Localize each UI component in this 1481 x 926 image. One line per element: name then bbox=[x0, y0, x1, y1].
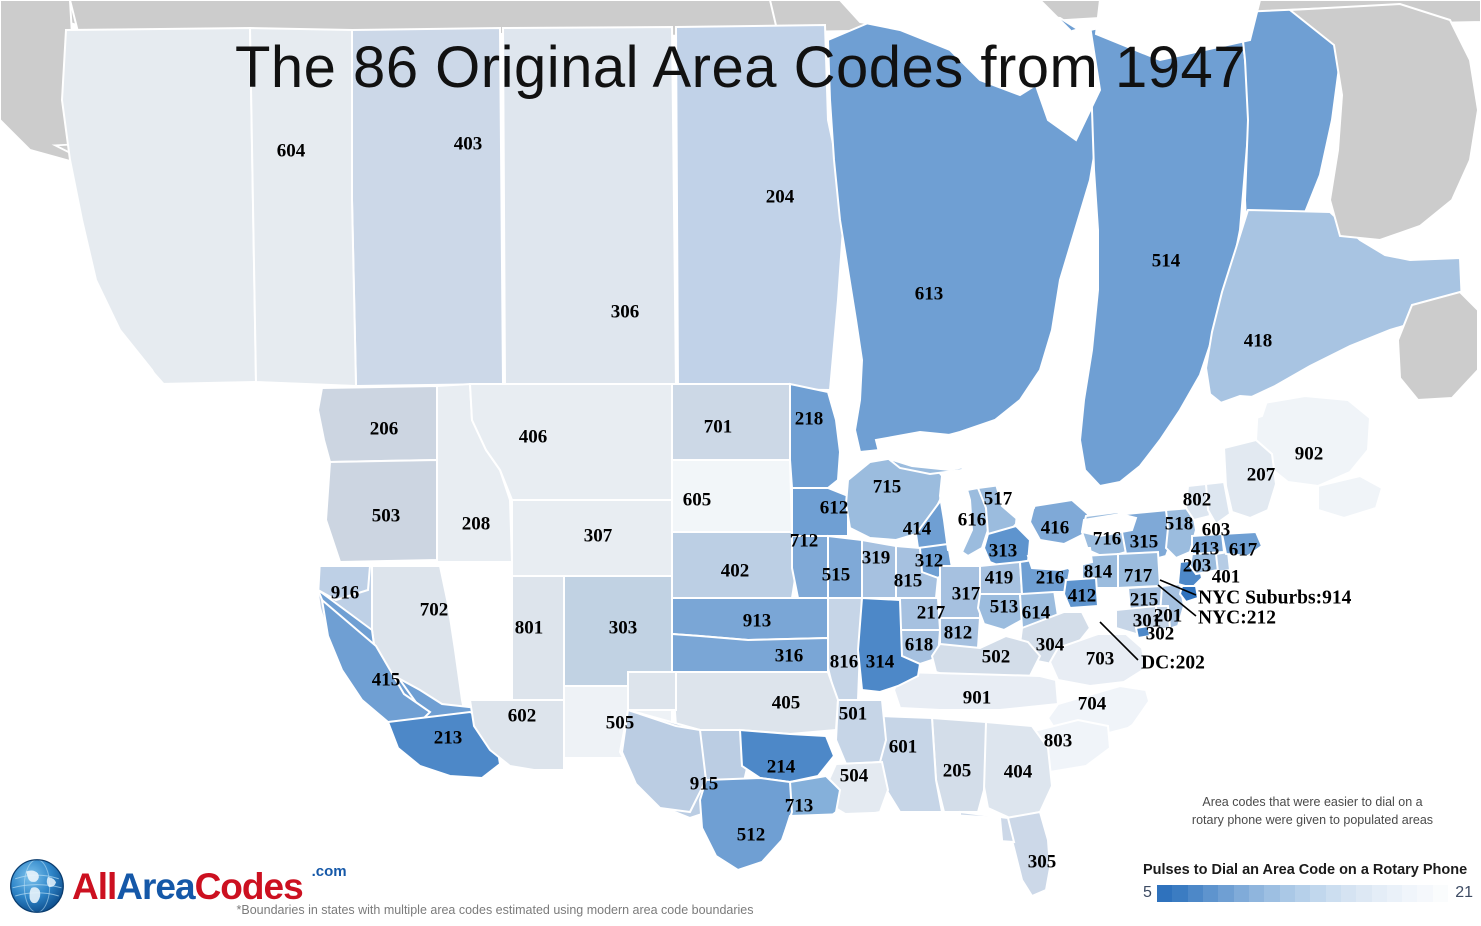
footnote: *Boundaries in states with multiple area… bbox=[236, 903, 754, 917]
region-403 bbox=[351, 26, 505, 388]
legend-swatch-17 bbox=[1417, 884, 1433, 902]
region-203 bbox=[1188, 550, 1220, 576]
region-413 bbox=[1191, 532, 1226, 556]
water-hudson-strait bbox=[1094, 0, 1262, 62]
water-hudson-bay bbox=[838, 0, 1072, 97]
legend-swatch-18 bbox=[1432, 884, 1449, 902]
region-305 bbox=[1004, 810, 1052, 898]
legend-swatch-9 bbox=[1294, 884, 1311, 902]
region-306 bbox=[501, 25, 678, 390]
region-902-ns bbox=[1317, 474, 1384, 520]
region-512 bbox=[698, 776, 794, 872]
water-james-bay bbox=[1032, 24, 1102, 142]
region-217 bbox=[894, 597, 942, 631]
legend-swatch-1 bbox=[1172, 884, 1188, 902]
legend-swatch-16 bbox=[1402, 884, 1418, 902]
globe-icon bbox=[10, 859, 64, 913]
region-617 bbox=[1220, 530, 1264, 558]
legend-swatch-12 bbox=[1340, 884, 1357, 902]
region-202 bbox=[1134, 624, 1152, 640]
region-717 bbox=[1117, 550, 1162, 590]
water-atlantic bbox=[1058, 658, 1481, 926]
legend-swatch-13 bbox=[1356, 884, 1372, 902]
region-412 bbox=[1062, 576, 1100, 610]
water-pacific bbox=[0, 198, 322, 926]
region-604-east bbox=[248, 26, 358, 388]
region-513 bbox=[976, 593, 1024, 632]
region-307 bbox=[511, 499, 673, 577]
region-317 bbox=[939, 565, 981, 619]
water-lake-erie bbox=[1026, 547, 1094, 572]
water-georgian-bay bbox=[1010, 444, 1054, 480]
region-416 bbox=[1028, 498, 1090, 546]
region-503 bbox=[324, 458, 438, 564]
region-206 bbox=[316, 384, 438, 464]
legend-note-line1: Area codes that were easier to dial on a bbox=[1202, 795, 1423, 809]
legend-title: Pulses to Dial an Area Code on a Rotary … bbox=[1143, 862, 1468, 878]
region-labrador-gray bbox=[1287, 2, 1480, 242]
legend-swatch-15 bbox=[1386, 884, 1403, 902]
region-901 bbox=[892, 670, 1060, 711]
legend-swatch-8 bbox=[1279, 884, 1295, 902]
legend-swatch-6 bbox=[1248, 884, 1265, 902]
logo-all: All bbox=[72, 865, 117, 907]
water-gulf-of-mexico bbox=[768, 810, 1012, 926]
water-lake-superior bbox=[874, 430, 992, 472]
region-603 bbox=[1204, 480, 1232, 526]
region-303 bbox=[563, 575, 673, 687]
region-612 bbox=[791, 487, 849, 537]
legend-color-scale: 5 21 bbox=[1143, 882, 1473, 904]
region-915-big bbox=[620, 708, 708, 814]
region-402 bbox=[671, 531, 800, 599]
legend-note: Area codes that were easier to dial on a… bbox=[1160, 793, 1465, 829]
legend-swatch-0 bbox=[1156, 884, 1173, 902]
legend-swatch-4 bbox=[1218, 884, 1234, 902]
region-501 bbox=[834, 699, 888, 766]
region-913 bbox=[671, 597, 829, 642]
region-218 bbox=[789, 382, 842, 489]
region-712 bbox=[791, 535, 829, 599]
region-newfoundland-gray bbox=[1396, 290, 1479, 402]
logo-wordmark: AllAreaCodes .com bbox=[72, 864, 347, 907]
legend-swatch-2 bbox=[1187, 884, 1203, 902]
region-605 bbox=[671, 459, 794, 533]
region-204 bbox=[674, 23, 847, 392]
logo-codes: Codes bbox=[194, 865, 304, 907]
legend-swatch-10 bbox=[1310, 884, 1326, 902]
region-802 bbox=[1184, 482, 1212, 522]
legend-max-value: 21 bbox=[1455, 884, 1473, 901]
region-419 bbox=[979, 560, 1024, 595]
region-405-panhandle bbox=[627, 671, 677, 711]
region-515 bbox=[827, 534, 863, 599]
region-418 bbox=[1204, 208, 1464, 408]
region-214 bbox=[738, 728, 836, 784]
legend-gradient-swatches bbox=[1156, 884, 1449, 902]
legend-swatch-14 bbox=[1371, 884, 1387, 902]
legend-swatch-7 bbox=[1264, 884, 1280, 902]
region-302 bbox=[1154, 605, 1172, 632]
legend-min-value: 5 bbox=[1143, 884, 1152, 901]
region-314 bbox=[856, 596, 922, 694]
logo-area: Area bbox=[116, 865, 195, 907]
water-st-lawrence bbox=[1188, 394, 1270, 431]
logo-dotcom: .com bbox=[311, 862, 347, 880]
legend-swatch-11 bbox=[1325, 884, 1341, 902]
water-lake-michigan bbox=[938, 470, 974, 554]
legend-swatch-3 bbox=[1202, 884, 1219, 902]
allareacodes-logo[interactable]: AllAreaCodes .com bbox=[8, 855, 347, 917]
region-316 bbox=[671, 632, 829, 673]
water-lake-ontario bbox=[1080, 512, 1138, 538]
region-207 bbox=[1222, 438, 1278, 520]
region-701 bbox=[671, 383, 791, 461]
legend-note-line2: rotary phone were given to populated are… bbox=[1191, 813, 1434, 828]
legend-swatch-5 bbox=[1233, 884, 1249, 902]
region-405 bbox=[670, 671, 840, 736]
region-319 bbox=[861, 538, 897, 599]
